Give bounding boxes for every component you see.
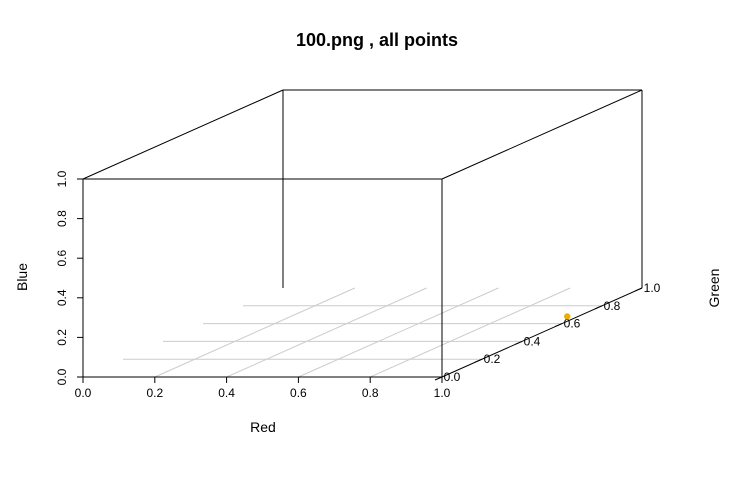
data-points — [564, 313, 571, 320]
floor-grid — [123, 287, 602, 378]
x-tick-label: 0.8 — [362, 386, 379, 400]
data-point — [564, 313, 571, 320]
x-axis-label: Red — [250, 419, 276, 435]
y-tick-label: 0.4 — [524, 334, 541, 348]
y-axis-label: Green — [706, 269, 722, 308]
x-tick-label: 0.6 — [290, 386, 307, 400]
box-edge — [82, 89, 284, 180]
y-tick-label: 1.0 — [644, 281, 661, 295]
y-tick-mark — [474, 358, 483, 363]
grid-line-x — [369, 287, 571, 378]
box-edge — [441, 89, 643, 180]
z-axis-label: Blue — [14, 263, 30, 291]
grid-line-x — [298, 287, 499, 378]
grid-line-x — [154, 287, 356, 378]
x-tick-label: 0.4 — [218, 386, 235, 400]
y-tick-mark — [554, 323, 563, 328]
z-tick-label: 0.6 — [55, 250, 69, 267]
y-tick-mark — [434, 376, 443, 381]
y-tick-label: 0.0 — [444, 370, 461, 384]
y-tick-label: 0.8 — [604, 299, 621, 313]
y-tick-mark — [594, 305, 603, 310]
grid-line-x — [226, 287, 427, 378]
z-tick-label: 0.0 — [55, 368, 69, 385]
y-tick-label: 0.6 — [564, 317, 581, 331]
y-tick-label: 0.2 — [484, 352, 501, 366]
z-tick-label: 0.4 — [55, 289, 69, 306]
z-tick-label: 0.8 — [55, 210, 69, 227]
x-tick-label: 0.0 — [75, 386, 92, 400]
axis-ticks: 0.0 0.2 0.4 0.6 0.8 1.0 0.0 0.2 0.4 0.6 0.8 1.0 0.0 0… — [55, 170, 661, 400]
y-tick-mark — [634, 287, 643, 292]
y-tick-mark — [514, 340, 523, 345]
x-tick-label: 0.2 — [146, 386, 163, 400]
bounding-box — [82, 89, 643, 378]
chart-title: 100.png , all points — [296, 30, 458, 50]
x-tick-label: 1.0 — [434, 386, 451, 400]
z-tick-label: 1.0 — [55, 170, 69, 187]
z-tick-label: 0.2 — [55, 329, 69, 346]
